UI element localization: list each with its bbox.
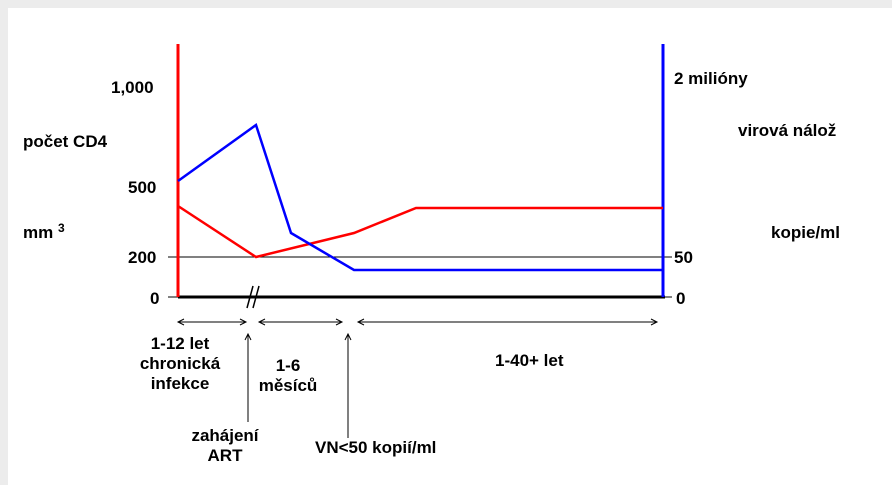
event-arrow-1-head [244, 332, 252, 341]
segment-arrow-2-head-left [257, 318, 266, 326]
event-label-1: zahájení ART [191, 426, 259, 466]
segment-arrow-3-head-left [356, 318, 365, 326]
segment-label-3: 1-40+ let [495, 351, 564, 370]
left-tick-0: 0 [150, 289, 160, 308]
left-tick-200: 200 [128, 248, 157, 267]
segment-arrow-1-head-right [239, 318, 248, 326]
event-arrow-2-head [344, 332, 352, 341]
cd4-series-line [177, 204, 663, 259]
left-axis-unit-sup: 3 [57, 221, 65, 235]
left-tick-500: 500 [128, 178, 157, 197]
right-tick-0: 0 [676, 289, 686, 308]
left-tick-1000: 1,000 [111, 78, 154, 97]
segment-label-1-line-1: 1-12 let [150, 334, 210, 353]
segment-label-1-line-2: chronická [139, 354, 221, 373]
segment-label-2-line-1: 1-6 [275, 356, 301, 375]
segment-arrow-3-head-right [650, 318, 659, 326]
right-axis-unit: kopie/ml [771, 223, 840, 242]
left-axis-unit: mm 3 [23, 218, 65, 243]
chart-frame: 1,000 500 200 0 počet CD4 mm 3 2 milióny… [8, 8, 892, 485]
segment-label-2-line-2: měsíců [258, 376, 318, 395]
segment-arrow-2-head-right [335, 318, 344, 326]
axis-break-mark-1 [246, 285, 254, 309]
axis-break-mark-2 [252, 285, 260, 309]
event-label-2: VN<50 kopií/ml [315, 438, 437, 457]
segment-arrow-1-head-left [176, 318, 185, 326]
right-axis-title: virová nálož [738, 121, 837, 140]
viral-load-series-line [177, 122, 663, 272]
segment-label-1: 1-12 let chronická infekce [120, 334, 240, 394]
left-axis-unit-main: mm [23, 223, 54, 242]
event-label-1-line-1: zahájení [191, 426, 259, 445]
left-axis-title: počet CD4 [23, 132, 108, 151]
event-label-1-line-2: ART [207, 446, 243, 465]
segment-label-2: 1-6 měsíců [248, 356, 328, 396]
right-tick-50: 50 [674, 248, 693, 267]
chart-svg [168, 44, 672, 438]
segment-label-1-line-3: infekce [150, 374, 210, 393]
right-tick-max: 2 milióny [674, 69, 748, 88]
